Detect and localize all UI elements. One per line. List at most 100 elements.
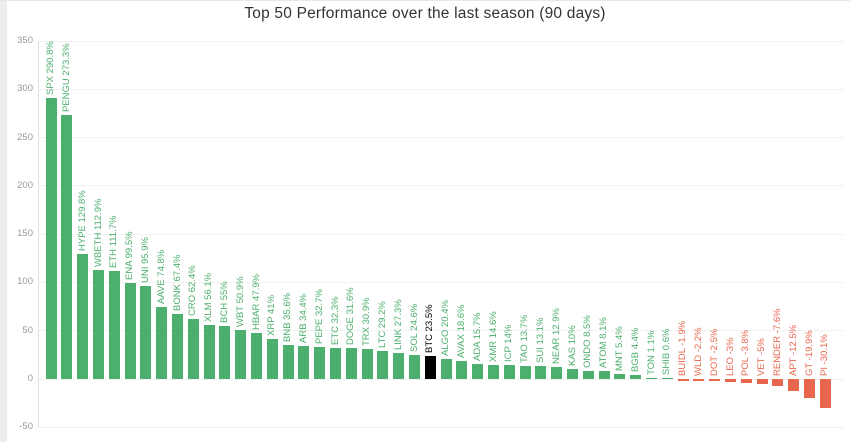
bar-label-pengu: PENGU 273.3%	[60, 43, 72, 113]
bar-kas[interactable]	[567, 369, 578, 379]
bar-uni[interactable]	[140, 286, 152, 379]
gridline	[38, 426, 844, 428]
bar-sol[interactable]	[409, 355, 420, 379]
bar-label-vet: VET -5%	[756, 338, 768, 376]
bar-aave[interactable]	[156, 306, 168, 379]
bar-wbeth[interactable]	[93, 269, 104, 379]
gridline	[38, 330, 844, 332]
bar-arb[interactable]	[298, 345, 310, 379]
bar-label-xlm: XLM 56.1%	[203, 272, 215, 322]
bar-trx[interactable]	[361, 349, 373, 379]
bar-label-dot: DOT -2.5%	[708, 328, 720, 376]
bar-label-trx: TRX 30.9%	[361, 297, 373, 347]
bar-link[interactable]	[393, 352, 405, 379]
bar-label-hype: HYPE 129.8%	[76, 189, 88, 251]
gridline	[38, 137, 844, 139]
bar-label-algo: ALGO 20.4%	[440, 300, 452, 357]
y-tick-label: 50	[22, 324, 33, 336]
bar-bonk[interactable]	[172, 313, 183, 379]
bar-bnb[interactable]	[282, 344, 294, 379]
bar-label-eth: ETH 111.7%	[108, 215, 120, 269]
bar-label-kas: KAS 10%	[566, 325, 578, 367]
bar-mnt[interactable]	[614, 373, 626, 379]
bar-dot[interactable]	[709, 379, 721, 382]
bar-label-shib: SHIB 0.6%	[661, 328, 673, 376]
bar-hbar[interactable]	[251, 332, 262, 379]
bar-bch[interactable]	[219, 325, 231, 379]
bar-pol[interactable]	[740, 379, 752, 383]
bar-label-leo: LEO -3%	[724, 337, 736, 376]
bar-hype[interactable]	[77, 253, 89, 379]
bar-pengu[interactable]	[61, 115, 73, 379]
bar-label-mnt: MNT 5.4%	[613, 326, 625, 371]
bar-render[interactable]	[772, 379, 784, 387]
bar-etc[interactable]	[330, 347, 341, 379]
bar-wbt[interactable]	[235, 329, 247, 379]
left-edge-border	[0, 1, 7, 442]
bar-label-arb: ARB 34.4%	[297, 293, 309, 343]
bar-label-apt: APT -12.5%	[787, 324, 799, 376]
y-tick-label: 300	[17, 83, 33, 95]
bar-label-near: NEAR 12.9%	[550, 307, 562, 364]
y-tick-label: -50	[19, 421, 33, 433]
gridline	[38, 281, 844, 283]
bar-label-sui: SUI 13.1%	[534, 317, 546, 364]
bar-xmr[interactable]	[488, 364, 499, 379]
bar-shib[interactable]	[661, 378, 673, 380]
bar-wld[interactable]	[693, 379, 705, 382]
bar-algo[interactable]	[440, 359, 452, 379]
bar-avax[interactable]	[456, 361, 468, 379]
bar-tao[interactable]	[519, 365, 531, 379]
bar-leo[interactable]	[725, 379, 736, 382]
bar-label-xmr: XMR 14.6%	[487, 311, 499, 362]
gridline	[38, 233, 844, 235]
bar-label-avax: AVAX 18.6%	[455, 304, 467, 359]
bar-xrp[interactable]	[266, 339, 278, 379]
bar-btc[interactable]	[424, 356, 436, 379]
bar-apt[interactable]	[788, 379, 800, 392]
bar-pi[interactable]	[819, 379, 831, 409]
bar-spx[interactable]	[45, 98, 57, 379]
bar-label-doge: DOGE 31.6%	[345, 287, 357, 346]
gridline	[38, 40, 844, 42]
bar-atom[interactable]	[598, 371, 610, 379]
bar-bgb[interactable]	[630, 374, 642, 379]
gridline	[38, 378, 844, 380]
y-tick-label: 0	[27, 373, 33, 384]
bar-ena[interactable]	[124, 282, 136, 379]
bar-label-hbar: HBAR 47.9%	[250, 273, 262, 330]
bar-near[interactable]	[551, 366, 563, 379]
bar-label-wbeth: WBETH 112.9%	[92, 198, 104, 267]
bar-doge[interactable]	[345, 348, 357, 379]
bar-pepe[interactable]	[314, 347, 326, 379]
y-tick-label: 250	[17, 131, 33, 143]
bar-label-btc: BTC 23.5%	[424, 304, 436, 354]
bar-icp[interactable]	[503, 365, 515, 379]
bar-label-wbt: WBT 50.9%	[234, 276, 246, 327]
bar-label-render: RENDER -7.6%	[771, 308, 783, 376]
bar-eth[interactable]	[108, 271, 120, 379]
bar-label-xrp: XRP 41%	[266, 295, 278, 337]
bar-ltc[interactable]	[377, 350, 389, 379]
y-tick-label: 100	[17, 276, 33, 288]
bar-label-ton: TON 1.1%	[645, 330, 657, 375]
bar-label-etc: ETC 32.3%	[329, 296, 341, 345]
bar-sui[interactable]	[535, 366, 547, 379]
bar-gt[interactable]	[804, 379, 815, 399]
bar-label-spx: SPX 290.8%	[45, 41, 57, 96]
bar-vet[interactable]	[756, 379, 768, 384]
bar-ada[interactable]	[472, 363, 484, 379]
bar-xlm[interactable]	[203, 324, 215, 379]
bar-label-link: LINK 27.3%	[392, 298, 404, 350]
bar-label-pi: PI -30.1%	[819, 334, 831, 376]
bar-label-bnb: BNB 35.6%	[282, 292, 294, 342]
bar-cro[interactable]	[187, 318, 199, 379]
bar-ondo[interactable]	[582, 370, 594, 379]
gridline	[38, 88, 844, 90]
y-axis-line	[38, 41, 39, 428]
y-tick-label: 200	[17, 179, 33, 191]
bar-ton[interactable]	[646, 377, 657, 379]
bar-buidl[interactable]	[677, 379, 689, 381]
